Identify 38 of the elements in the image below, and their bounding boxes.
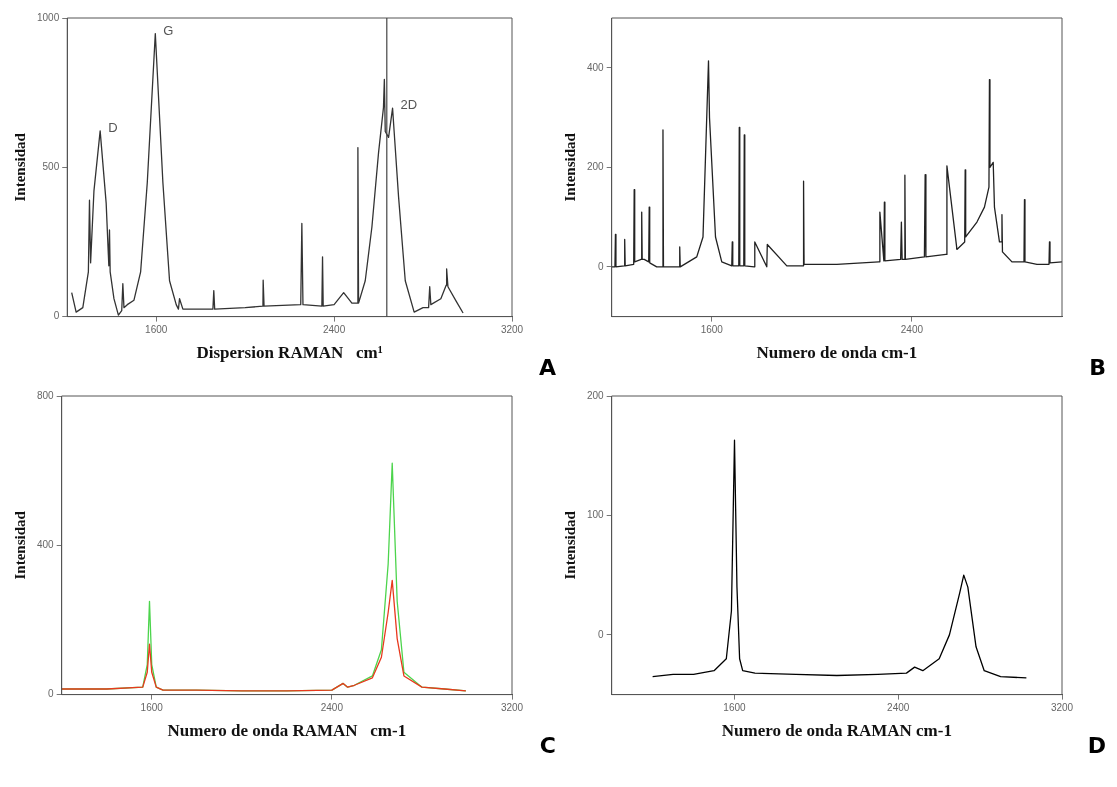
y-tick-label: 400 xyxy=(587,61,605,73)
y-axis-title: Intensidad xyxy=(11,510,28,580)
annotation: 2D xyxy=(400,97,418,113)
x-axis-title: Dispersion RAMAN cm¹ xyxy=(196,343,383,363)
y-tick-label: 0 xyxy=(598,628,605,640)
x-axis-title: Numero de onda RAMAN cm-1 xyxy=(167,721,407,741)
y-axis-title: Intensidad xyxy=(561,510,578,580)
x-tick-label: 1600 xyxy=(145,324,168,336)
text: A xyxy=(538,355,556,380)
y-tick-label: 1000 xyxy=(37,11,60,23)
y-tick-label: 500 xyxy=(42,161,60,173)
x-tick-label: 2400 xyxy=(322,324,346,336)
annotation: G xyxy=(163,22,174,38)
y-axis-title: Intensidad xyxy=(11,132,28,202)
y-tick-label: 0 xyxy=(598,260,605,272)
y-tick-label: 200 xyxy=(587,389,605,401)
text: B xyxy=(1089,355,1106,380)
text: C xyxy=(539,733,556,758)
x-tick-label: 3200 xyxy=(1050,702,1074,714)
x-tick-label: 2400 xyxy=(320,702,344,714)
annotation: D xyxy=(108,119,118,135)
text: D xyxy=(1087,733,1106,758)
y-tick-label: 100 xyxy=(587,509,605,521)
y-tick-label: 200 xyxy=(587,161,605,173)
x-tick-label: 2400 xyxy=(900,324,924,336)
x-axis-title: Numero de onda RAMAN cm-1 xyxy=(721,721,952,741)
y-tick-label: 0 xyxy=(53,310,60,322)
x-tick-label: 3200 xyxy=(500,324,524,336)
x-tick-label: 1600 xyxy=(140,702,164,714)
y-tick-label: 0 xyxy=(48,688,55,700)
x-tick-label: 3200 xyxy=(500,702,524,714)
y-tick-label: 400 xyxy=(37,539,55,551)
x-axis-title: Numero de onda cm-1 xyxy=(756,343,918,363)
x-tick-label: 1600 xyxy=(700,324,724,336)
x-tick-label: 1600 xyxy=(723,702,747,714)
y-axis-title: Intensidad xyxy=(561,132,578,202)
x-tick-label: 2400 xyxy=(887,702,910,714)
y-tick-label: 800 xyxy=(37,389,55,401)
